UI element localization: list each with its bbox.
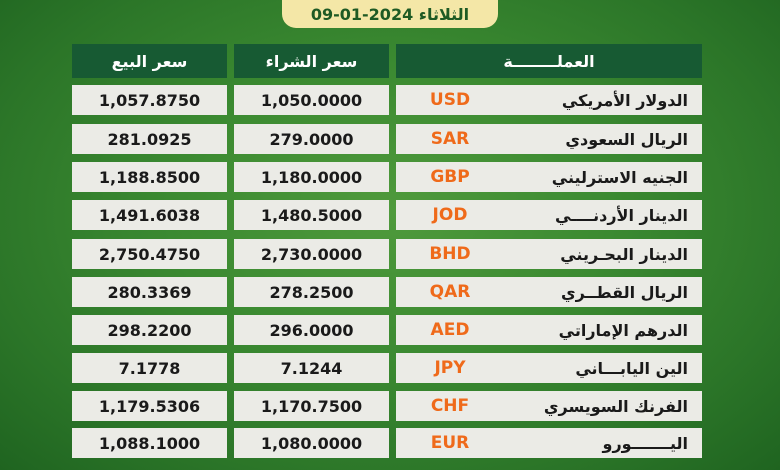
currency-name: الريال القطــري: [560, 282, 688, 302]
currency-cell: AED الدرهم الإماراتي: [396, 315, 702, 345]
currency-name: الفرنك السويسري: [543, 396, 688, 416]
currency-cell: JOD الدينار الأردنــــي: [396, 200, 702, 230]
buy-price-cell: 278.2500: [234, 277, 389, 307]
currency-code: JOD: [432, 205, 468, 225]
buy-price-cell: 1,050.0000: [234, 85, 389, 115]
currency-cell: CHF الفرنك السويسري: [396, 391, 702, 421]
sell-price-cell: 298.2200: [72, 315, 227, 345]
table-row: 7.1778 7.1244 JPY الين اليابـــاني: [72, 353, 702, 383]
sell-price-cell: 281.0925: [72, 124, 227, 154]
sell-price-cell: 2,750.4750: [72, 239, 227, 269]
currency-code: BHD: [429, 244, 471, 264]
currency-code: GBP: [430, 167, 470, 187]
currency-name: الدينار الأردنــــي: [555, 205, 688, 225]
currency-cell: SAR الريال السعودي: [396, 124, 702, 154]
currency-cell: QAR الريال القطــري: [396, 277, 702, 307]
currency-cell: EUR اليـــــــورو: [396, 428, 702, 458]
currency-name: الدرهم الإماراتي: [558, 320, 688, 340]
date-label: الثلاثاء 2024-01-09: [282, 0, 498, 28]
currency-code: EUR: [430, 433, 470, 453]
sell-price-header: سعر البيع: [72, 44, 227, 78]
currency-code: USD: [429, 90, 471, 110]
buy-price-cell: 2,730.0000: [234, 239, 389, 269]
currency-code: AED: [430, 320, 470, 340]
sell-price-cell: 7.1778: [72, 353, 227, 383]
buy-price-cell: 1,170.7500: [234, 391, 389, 421]
currency-name: الدولار الأمريكي: [561, 90, 688, 110]
sell-price-cell: 280.3369: [72, 277, 227, 307]
buy-price-cell: 7.1244: [234, 353, 389, 383]
sell-price-cell: 1,179.5306: [72, 391, 227, 421]
currency-cell: JPY الين اليابـــاني: [396, 353, 702, 383]
currency-name: اليـــــــورو: [602, 433, 689, 453]
table-row: 2,750.4750 2,730.0000 BHD الدينار البحـر…: [72, 239, 702, 269]
table-row: 280.3369 278.2500 QAR الريال القطــري: [72, 277, 702, 307]
sell-price-cell: 1,088.1000: [72, 428, 227, 458]
currency-code: SAR: [430, 129, 470, 149]
table-row: 281.0925 279.0000 SAR الريال السعودي: [72, 124, 702, 154]
table-row: 1,057.8750 1,050.0000 USD الدولار الأمري…: [72, 85, 702, 115]
buy-price-header: سعر الشراء: [234, 44, 389, 78]
table-row: 1,491.6038 1,480.5000 JOD الدينار الأردن…: [72, 200, 702, 230]
currency-cell: BHD الدينار البحـريني: [396, 239, 702, 269]
buy-price-cell: 1,180.0000: [234, 162, 389, 192]
buy-price-cell: 1,480.5000: [234, 200, 389, 230]
currency-header: العملــــــــة: [396, 44, 702, 78]
buy-price-cell: 279.0000: [234, 124, 389, 154]
buy-price-cell: 1,080.0000: [234, 428, 389, 458]
currency-name: الدينار البحـريني: [560, 244, 688, 264]
currency-name: الجنيه الاسترليني: [551, 167, 688, 187]
currency-cell: GBP الجنيه الاسترليني: [396, 162, 702, 192]
currency-cell: USD الدولار الأمريكي: [396, 85, 702, 115]
currency-code: JPY: [434, 358, 466, 378]
sell-price-cell: 1,491.6038: [72, 200, 227, 230]
currency-code: CHF: [430, 396, 470, 416]
table-row: 1,188.8500 1,180.0000 GBP الجنيه الاسترل…: [72, 162, 702, 192]
currency-code: QAR: [429, 282, 471, 302]
buy-price-cell: 296.0000: [234, 315, 389, 345]
table-row: 1,179.5306 1,170.7500 CHF الفرنك السويسر…: [72, 391, 702, 421]
table-row: 298.2200 296.0000 AED الدرهم الإماراتي: [72, 315, 702, 345]
currency-name: الين اليابـــاني: [575, 358, 688, 378]
sell-price-cell: 1,188.8500: [72, 162, 227, 192]
sell-price-cell: 1,057.8750: [72, 85, 227, 115]
table-row: 1,088.1000 1,080.0000 EUR اليـــــــورو: [72, 428, 702, 458]
currency-name: الريال السعودي: [565, 129, 688, 149]
